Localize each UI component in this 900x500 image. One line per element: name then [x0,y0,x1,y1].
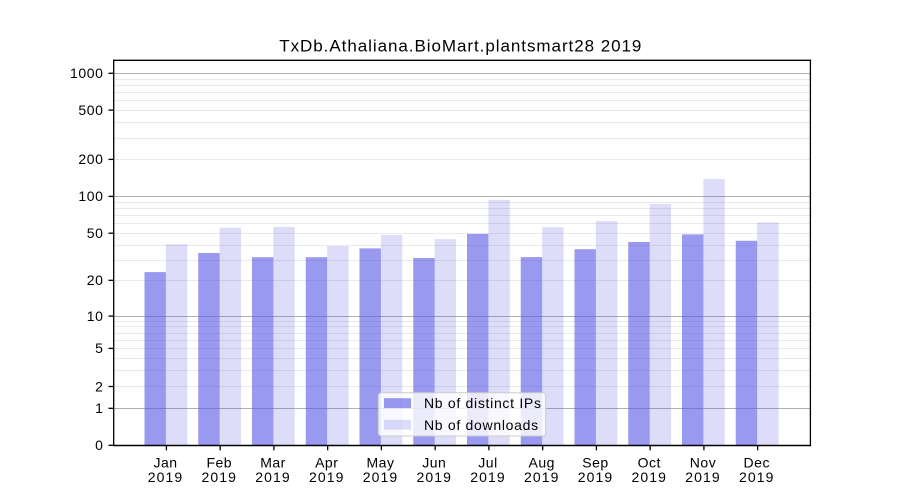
svg-text:Feb: Feb [206,455,232,471]
svg-text:1: 1 [95,400,103,416]
svg-text:Nb of downloads: Nb of downloads [424,417,539,433]
svg-text:Mar: Mar [260,455,286,471]
svg-text:Apr: Apr [315,455,338,471]
svg-text:200: 200 [78,151,103,167]
svg-text:Sep: Sep [582,455,608,471]
svg-text:2019: 2019 [363,469,399,485]
svg-text:2019: 2019 [685,469,721,485]
svg-text:2: 2 [95,378,103,394]
svg-text:Jun: Jun [422,455,446,471]
svg-text:2019: 2019 [470,469,506,485]
svg-text:Jan: Jan [153,455,177,471]
svg-text:2019: 2019 [148,469,184,485]
svg-text:TxDb.Athaliana.BioMart.plantsm: TxDb.Athaliana.BioMart.plantsmart28 2019 [279,36,642,55]
svg-text:2019: 2019 [201,469,237,485]
svg-text:May: May [367,455,395,471]
svg-text:Aug: Aug [529,455,555,471]
svg-text:2019: 2019 [631,469,667,485]
svg-text:500: 500 [78,102,103,118]
svg-text:Dec: Dec [744,455,770,471]
svg-text:0: 0 [95,437,103,453]
svg-text:10: 10 [87,308,104,324]
svg-text:Nb of distinct IPs: Nb of distinct IPs [424,395,542,411]
svg-text:2019: 2019 [309,469,345,485]
svg-text:Oct: Oct [638,455,661,471]
svg-text:100: 100 [78,188,103,204]
svg-text:5: 5 [95,340,103,356]
svg-text:Nov: Nov [690,455,716,471]
svg-text:2019: 2019 [524,469,560,485]
svg-text:1000: 1000 [70,65,104,81]
svg-text:2019: 2019 [739,469,775,485]
svg-text:2019: 2019 [578,469,614,485]
svg-text:2019: 2019 [255,469,291,485]
svg-text:20: 20 [87,272,104,288]
svg-text:2019: 2019 [416,469,452,485]
svg-text:Jul: Jul [478,455,497,471]
svg-text:50: 50 [87,225,104,241]
